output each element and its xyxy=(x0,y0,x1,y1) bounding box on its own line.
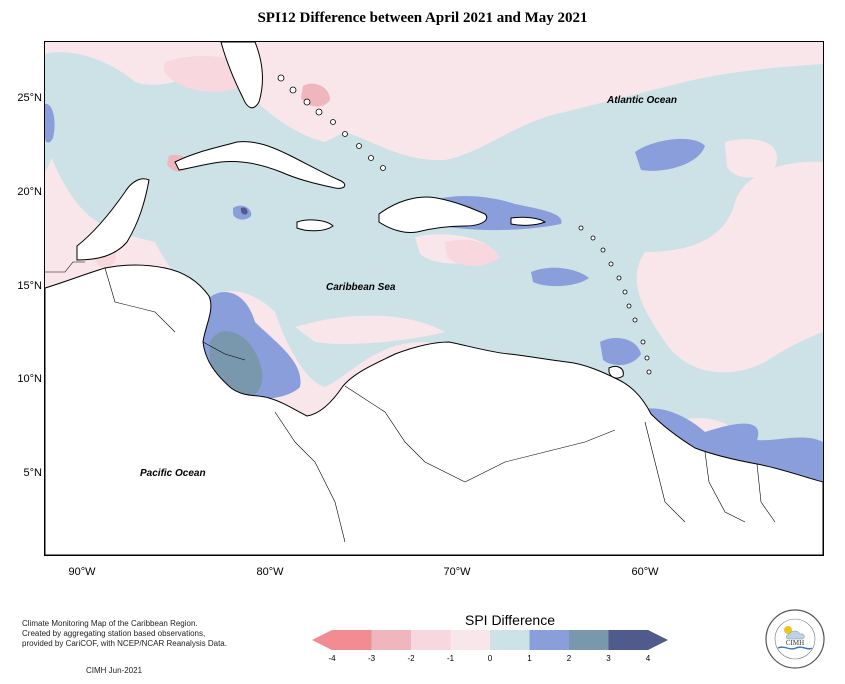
cuba xyxy=(174,141,346,189)
lat-tick: 20°N xyxy=(17,186,42,198)
map-title: SPI12 Difference between April 2021 and … xyxy=(257,10,588,26)
legend-tick-label: -3 xyxy=(367,654,376,663)
legend-tick-label: -4 xyxy=(328,654,336,663)
legend-swatch xyxy=(569,630,609,650)
jamaica xyxy=(296,219,334,232)
legend-tick-label: -2 xyxy=(407,654,415,663)
cimh-logo-mark: CIMH xyxy=(765,609,825,669)
lat-tick: 15°N xyxy=(17,280,42,292)
spi-zone-neg1-0 xyxy=(725,139,777,178)
hispaniola xyxy=(378,196,488,233)
spi-zone-neg1-0 xyxy=(295,315,445,344)
land xyxy=(45,42,823,555)
lon-tick: 80°W xyxy=(256,566,284,578)
legend-swatch xyxy=(490,630,530,650)
florida xyxy=(220,42,263,109)
legend-tick-label: 4 xyxy=(645,654,651,663)
spi-map xyxy=(45,42,823,555)
lat-tick: 5°N xyxy=(23,467,42,479)
spi-zone-0-1 xyxy=(45,69,64,172)
footer-line-2: Created by aggregating station based obs… xyxy=(22,629,206,638)
mainland xyxy=(45,264,823,555)
map-frame: Atlantic Ocean Caribbean Sea Pacific Oce… xyxy=(44,41,824,556)
lon-tick: 60°W xyxy=(631,566,659,578)
legend-arrow-low xyxy=(312,630,332,650)
legend-tick-label: 3 xyxy=(606,654,611,663)
legend-tick-label: 1 xyxy=(527,654,532,663)
cimh-logo: CIMH xyxy=(764,608,826,670)
puerto-rico xyxy=(510,216,547,226)
pacific-ocean-label: Pacific Ocean xyxy=(140,468,206,479)
trinidad xyxy=(608,365,624,379)
islands xyxy=(277,74,652,375)
legend-arrow-high xyxy=(648,630,668,650)
legend-title: SPI Difference xyxy=(464,612,555,628)
logo-text: CIMH xyxy=(786,639,804,647)
legend-swatch xyxy=(608,630,649,650)
legend-swatch xyxy=(371,630,412,650)
borders xyxy=(45,261,776,543)
lat-tick: 25°N xyxy=(17,92,42,104)
footer-line-1: Climate Monitoring Map of the Caribbean … xyxy=(22,619,198,628)
spi-zone-1-2 xyxy=(45,103,55,143)
legend-swatch xyxy=(411,630,451,650)
legend-swatch xyxy=(450,630,491,650)
spi-zone-3-4 xyxy=(240,207,248,215)
legend-colorbar xyxy=(312,630,668,650)
footer-credit: CIMH Jun-2021 xyxy=(86,666,143,675)
lon-tick: 70°W xyxy=(443,566,471,578)
lat-tick: 10°N xyxy=(17,373,42,385)
spi-zone-1-2 xyxy=(600,338,641,366)
spi-zone-0-1 xyxy=(301,199,405,254)
lon-tick: 90°W xyxy=(68,566,96,578)
legend-swatch xyxy=(529,630,570,650)
legend-tick-label: 2 xyxy=(566,654,572,663)
spi-zone-neg2-neg1 xyxy=(445,239,500,267)
footer-line-3: provided by CariCOF, with NCEP/NCAR Rean… xyxy=(22,639,227,648)
legend-tick-label: -1 xyxy=(446,654,455,663)
spi-zone-1-2 xyxy=(531,267,589,287)
yucatan xyxy=(76,178,150,261)
legend-swatch xyxy=(332,630,372,650)
spi-zone-1-2 xyxy=(635,138,705,171)
caribbean-sea-label: Caribbean Sea xyxy=(326,282,396,293)
spi-zone-0-1 xyxy=(45,52,823,555)
atlantic-ocean-label: Atlantic Ocean xyxy=(607,95,678,106)
legend-tick-label: 0 xyxy=(487,654,493,663)
